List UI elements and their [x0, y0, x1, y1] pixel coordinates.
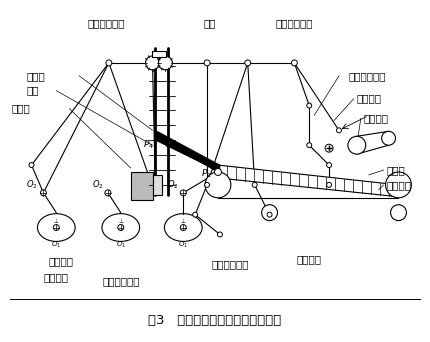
Text: 夹袋凸轮: 夹袋凸轮 [44, 272, 69, 282]
Ellipse shape [37, 214, 75, 241]
Circle shape [105, 190, 111, 196]
Circle shape [348, 136, 366, 154]
Circle shape [40, 190, 46, 196]
Text: 齿轮: 齿轮 [204, 18, 216, 28]
Circle shape [180, 190, 186, 196]
Text: $O_2$: $O_2$ [92, 179, 104, 191]
Circle shape [193, 212, 198, 217]
Circle shape [327, 182, 332, 187]
FancyBboxPatch shape [131, 172, 153, 200]
Text: 夹袋提升机构: 夹袋提升机构 [87, 18, 125, 28]
Text: $P_1$: $P_1$ [201, 168, 212, 180]
Text: 钳手: 钳手 [27, 86, 39, 96]
Text: $O_2$: $O_2$ [167, 179, 179, 191]
Circle shape [292, 60, 297, 66]
Circle shape [386, 172, 412, 198]
Circle shape [106, 60, 112, 66]
Circle shape [215, 169, 221, 175]
Text: $O_1$: $O_1$ [51, 239, 61, 250]
Text: 二次上袋凸轮: 二次上袋凸轮 [102, 276, 139, 286]
Text: 工序盘: 工序盘 [12, 104, 31, 114]
Text: ⊥: ⊥ [118, 219, 123, 224]
Text: 送袋皮带: 送袋皮带 [297, 254, 322, 264]
Text: 图3   供袋部件的机构分析简化模型: 图3 供袋部件的机构分析简化模型 [148, 314, 282, 327]
Polygon shape [218, 165, 399, 197]
Text: ⊥: ⊥ [181, 219, 186, 224]
FancyBboxPatch shape [151, 51, 166, 57]
Circle shape [29, 162, 34, 168]
Circle shape [252, 182, 257, 187]
Ellipse shape [102, 214, 140, 241]
FancyBboxPatch shape [153, 175, 163, 195]
Circle shape [390, 205, 406, 221]
Ellipse shape [164, 214, 202, 241]
Circle shape [382, 131, 396, 145]
Circle shape [205, 182, 209, 187]
Circle shape [118, 225, 124, 231]
Polygon shape [156, 130, 220, 172]
Text: 一次上袋机构: 一次上袋机构 [349, 71, 387, 81]
Text: $O_1$: $O_1$ [178, 239, 188, 250]
Circle shape [218, 232, 222, 237]
Text: $P_3$: $P_3$ [165, 139, 176, 152]
Circle shape [267, 212, 272, 217]
Circle shape [180, 225, 186, 231]
Text: 预制袋: 预制袋 [387, 165, 405, 175]
Text: 扫袋皮带: 扫袋皮带 [364, 114, 389, 123]
Text: 供袋平台: 供袋平台 [387, 180, 412, 190]
Circle shape [204, 60, 210, 66]
Text: 送袋皮带: 送袋皮带 [49, 256, 74, 266]
Text: ⊥: ⊥ [54, 219, 58, 224]
Circle shape [205, 172, 231, 198]
Circle shape [325, 144, 333, 152]
Circle shape [146, 56, 160, 70]
Circle shape [53, 225, 59, 231]
Text: $O_2$: $O_2$ [26, 179, 37, 191]
Text: 一次上袋凸轮: 一次上袋凸轮 [211, 259, 249, 269]
Circle shape [307, 143, 312, 148]
Text: $P_4$: $P_4$ [143, 139, 154, 152]
Text: $O_1$: $O_1$ [116, 239, 126, 250]
Circle shape [261, 205, 277, 221]
Circle shape [307, 103, 312, 108]
Text: 二次上袋机构: 二次上袋机构 [276, 18, 313, 28]
Circle shape [327, 162, 332, 168]
Circle shape [337, 128, 341, 133]
Text: 真空吸盘: 真空吸盘 [357, 94, 382, 104]
Text: 夹持器: 夹持器 [27, 71, 45, 81]
Circle shape [245, 60, 251, 66]
Circle shape [159, 56, 172, 70]
